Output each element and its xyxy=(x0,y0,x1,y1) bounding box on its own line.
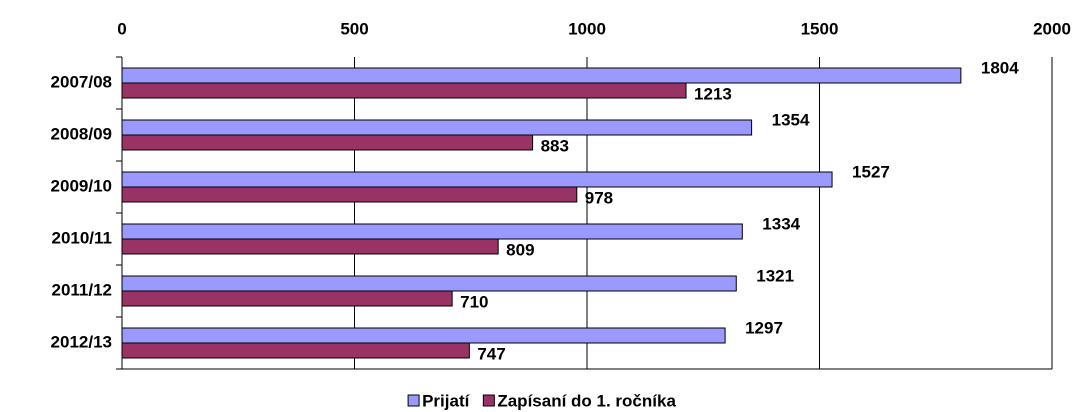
x-tick-label: 2000 xyxy=(1033,19,1071,38)
y-tick-label: 2010/11 xyxy=(51,228,112,247)
bar xyxy=(121,134,534,151)
x-tick-label: 500 xyxy=(340,19,368,38)
bar xyxy=(121,275,737,292)
y-tick-label: 2007/08 xyxy=(51,72,112,91)
bar xyxy=(121,238,499,255)
data-label: 1334 xyxy=(762,214,800,233)
legend-label: Zapísaní do 1. ročníka xyxy=(497,391,676,410)
y-tick-label: 2011/12 xyxy=(51,280,112,299)
legend-swatch xyxy=(407,394,420,407)
data-label: 1297 xyxy=(745,318,783,337)
bar xyxy=(121,342,470,359)
bar xyxy=(121,119,753,136)
y-tick-label: 2012/13 xyxy=(51,332,112,351)
y-tick-label: 2008/09 xyxy=(51,124,112,143)
x-tick-label: 1500 xyxy=(801,19,839,38)
bar xyxy=(121,223,743,240)
bar xyxy=(121,82,687,99)
data-label: 978 xyxy=(585,188,613,207)
data-label: 1354 xyxy=(772,110,810,129)
bar xyxy=(121,67,962,84)
x-tick-label: 1000 xyxy=(568,19,606,38)
data-label: 710 xyxy=(460,292,488,311)
bar xyxy=(121,290,453,307)
data-label: 747 xyxy=(477,344,505,363)
data-label: 1321 xyxy=(756,266,794,285)
y-tick-label: 2009/10 xyxy=(51,176,112,195)
legend-label: Prijatí xyxy=(422,391,471,410)
bar xyxy=(121,327,726,344)
x-tick-label: 0 xyxy=(117,19,126,38)
data-label: 1527 xyxy=(852,162,890,181)
bar xyxy=(121,186,578,203)
data-label: 1213 xyxy=(694,84,732,103)
data-label: 1804 xyxy=(981,58,1019,77)
data-label: 883 xyxy=(541,136,569,155)
data-label: 809 xyxy=(506,240,534,259)
legend-swatch xyxy=(482,394,495,407)
bar xyxy=(121,171,833,188)
